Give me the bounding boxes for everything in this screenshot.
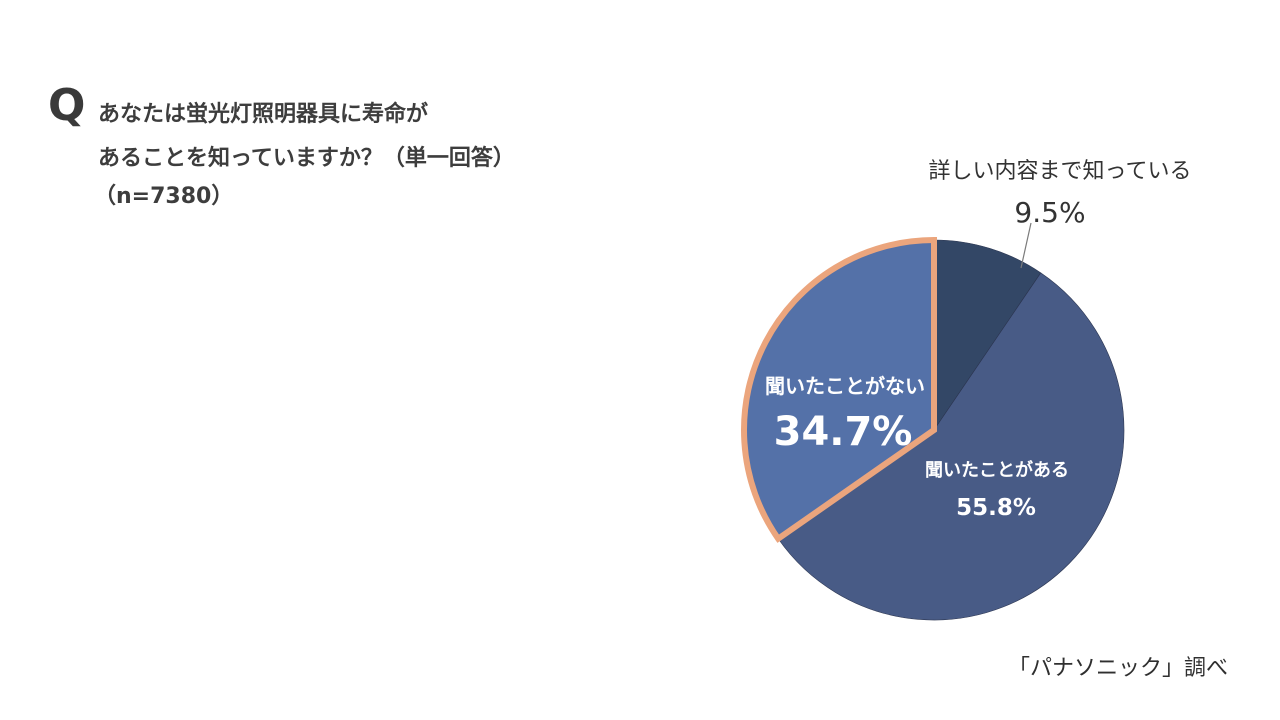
pie-slice-1	[777, 272, 1125, 621]
leader-line	[1020, 222, 1032, 269]
slice-value-0: 9.5%	[1014, 196, 1085, 229]
slice-value-2: 34.7%	[774, 409, 913, 455]
pie-labels: 詳しい内容まで知っている 9.5% 聞いたことがある 55.8% 聞いたことがない 34.…	[765, 159, 1191, 521]
question-line-1: あなたは蛍光灯照明器具に寿命が	[98, 102, 429, 127]
pie-slice-0	[933, 239, 1042, 431]
question-mark: Q	[48, 80, 86, 131]
source-credit: 「パナソニック」調べ	[1007, 656, 1228, 681]
question-line-2: あることを知っていますか？（単一回答）	[98, 146, 515, 171]
slice-label-2: 聞いたことがない	[765, 374, 925, 398]
sample-size: （n=7380）	[94, 184, 234, 209]
slice-label-1: 聞いたことがある	[925, 459, 1069, 481]
slice-value-1: 55.8%	[956, 495, 1036, 521]
slice-label-0: 詳しい内容まで知っている	[929, 159, 1192, 184]
pie-slices	[741, 236, 1125, 621]
pie-slice-highlighted	[741, 236, 937, 543]
